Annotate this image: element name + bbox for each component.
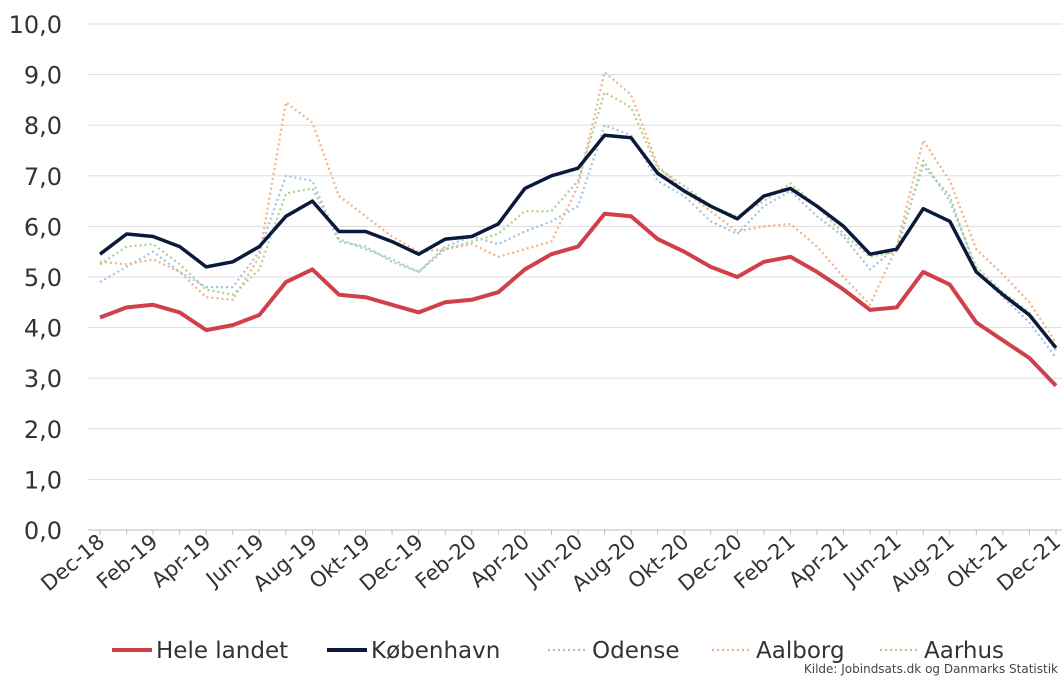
y-tick-label: 6,0: [24, 213, 62, 241]
y-tick-label: 8,0: [24, 112, 62, 140]
source: Kilde: Jobindsats.dk og Danmarks Statist…: [804, 662, 1058, 676]
y-tick-label: 7,0: [24, 163, 62, 191]
series-line: [98, 133, 1058, 349]
series-line: [99, 91, 1057, 352]
series-line: [99, 211, 1058, 388]
legend-label: København: [371, 638, 500, 664]
y-tick-label: 0,0: [24, 517, 62, 545]
y-tick-label: 9,0: [24, 62, 62, 90]
x-tick-label: Apr-20: [466, 529, 535, 592]
x-tick-label: Apr-19: [147, 529, 216, 592]
legend-label: Odense: [592, 638, 680, 664]
series-line: [99, 71, 1057, 344]
y-tick-label: 2,0: [24, 416, 62, 444]
y-tick-label: 3,0: [24, 365, 62, 393]
y-tick-label: 10,0: [9, 11, 62, 39]
legend-label: Hele landet: [156, 638, 288, 664]
legend-label: Aalborg: [756, 638, 845, 664]
x-tick-label: Feb-20: [411, 529, 481, 593]
x-tick-label: Feb-19: [92, 529, 162, 593]
y-tick-label: 5,0: [24, 264, 62, 292]
y-tick-label: 1,0: [24, 466, 62, 494]
x-tick-label: Apr-21: [784, 529, 853, 592]
legend-label: Aarhus: [924, 638, 1004, 664]
x-tick-label: Feb-21: [729, 529, 799, 593]
y-tick-label: 4,0: [24, 315, 62, 343]
